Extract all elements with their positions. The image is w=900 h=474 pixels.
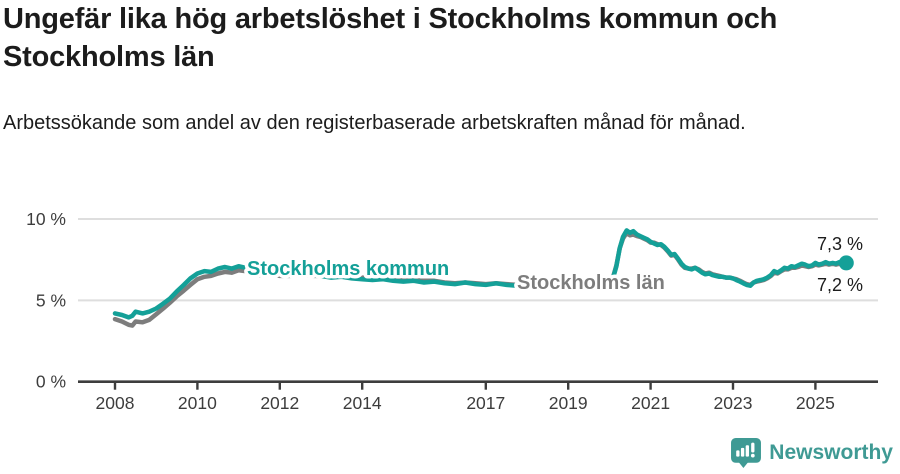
y-tick-label: 10 % — [26, 209, 66, 229]
x-tick-label: 2023 — [714, 393, 753, 413]
y-tick-label: 0 % — [36, 372, 66, 392]
series-end-value-kommun: 7,3 % — [817, 234, 863, 254]
chart-subtitle: Arbetssökande som andel av den registerb… — [3, 112, 746, 134]
newsworthy-logo: Newsworthy — [730, 437, 893, 469]
series-label-kommun: Stockholms kommun — [247, 258, 449, 280]
x-tick-label: 2019 — [549, 393, 588, 413]
x-tick-label: 2014 — [343, 393, 382, 413]
x-tick-label: 2021 — [631, 393, 670, 413]
x-tick-label: 2008 — [96, 393, 135, 413]
x-tick-label: 2010 — [178, 393, 217, 413]
series-end-dot — [838, 255, 854, 271]
x-tick-label: 2012 — [260, 393, 299, 413]
line-chart: 2008 2010 2012 2014 2017 2019 2021 2023 2025 0 % 5… — [26, 209, 878, 413]
x-tick-label: 2017 — [466, 393, 505, 413]
series-line-kommun — [112, 228, 849, 320]
y-tick-label: 5 % — [36, 290, 66, 310]
x-tick-label: 2025 — [796, 393, 835, 413]
series-end-value-lan: 7,2 % — [817, 275, 863, 295]
chart-title: Ungefär lika hög arbetslöshet i Stockhol… — [3, 3, 778, 73]
newsworthy-logo-text: Newsworthy — [769, 441, 893, 464]
series-label-lan: Stockholms län — [517, 272, 665, 294]
newsworthy-logo-icon — [730, 437, 762, 469]
